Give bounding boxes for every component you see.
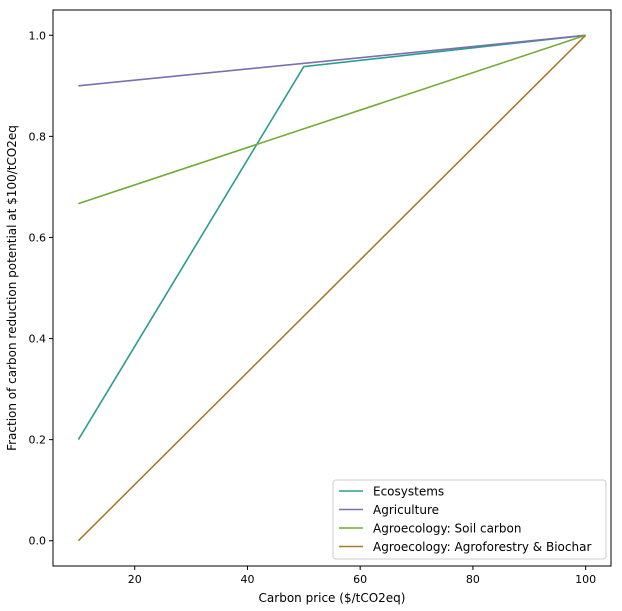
x-tick-label: 60 <box>353 573 367 586</box>
x-tick-label: 20 <box>128 573 142 586</box>
legend-entry-2: Agriculture <box>373 503 439 517</box>
y-tick-label: 0.0 <box>29 535 47 548</box>
x-tick-label: 40 <box>240 573 254 586</box>
x-tick-label: 100 <box>575 573 596 586</box>
legend-box <box>332 479 607 560</box>
plot-area <box>77 34 587 542</box>
y-tick-label: 0.6 <box>29 231 47 244</box>
legend: Ecosystems Agriculture Agroecology: Soil c… <box>332 479 607 560</box>
y-tick-label: 0.4 <box>29 333 47 346</box>
y-axis-label: Fraction of carbon reduction potential a… <box>5 125 19 451</box>
y-tick-label: 1.0 <box>29 29 47 42</box>
x-tick-label: 80 <box>466 573 480 586</box>
y-axis-ticks: 0.0 0.2 0.4 0.6 0.8 1.0 <box>29 29 53 548</box>
legend-entry-4: Agroecology: Agroforestry & Biochar <box>373 540 591 554</box>
legend-entry-1: Ecosystems <box>373 485 444 499</box>
series-line-4 <box>77 34 587 542</box>
x-axis-ticks: 20 40 60 80 100 <box>128 566 596 586</box>
axes-frame <box>52 9 612 567</box>
y-tick-label: 0.2 <box>29 434 47 447</box>
y-tick-label: 0.8 <box>29 130 47 143</box>
x-axis-label: Carbon price ($/tCO2eq) <box>259 591 406 605</box>
series-line-3 <box>78 34 586 205</box>
legend-entry-3: Agroecology: Soil carbon <box>373 522 521 536</box>
series-line-2 <box>78 34 586 87</box>
series-line-1 <box>77 34 586 441</box>
